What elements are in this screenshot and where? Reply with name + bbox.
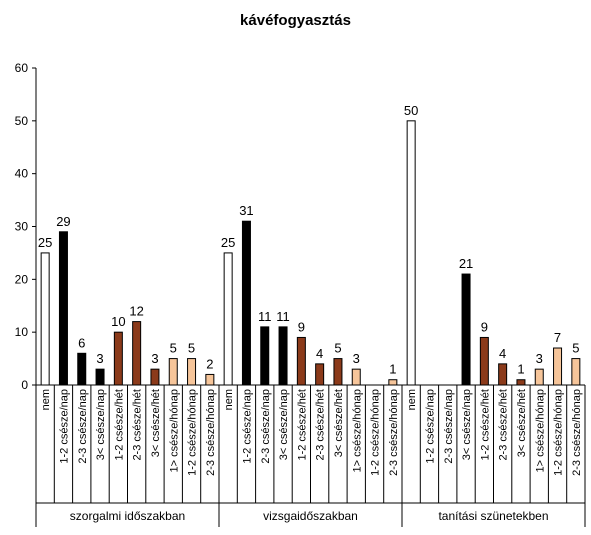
bar-value-label: 5 [334, 341, 341, 356]
bar-value-label: 1 [517, 362, 524, 377]
bar [278, 326, 288, 386]
bar [113, 331, 123, 386]
category-label: 1-2 csésze/hét [479, 389, 491, 461]
bar [150, 368, 160, 386]
category-label: 2-3 csésze/hónap [388, 389, 400, 476]
bar [95, 368, 105, 386]
category-label: 2-3 csésze/hónap [205, 389, 217, 476]
bar [205, 373, 215, 386]
y-tick-label: 0 [21, 378, 28, 392]
bar-value-label: 7 [554, 330, 561, 345]
category-label: 2-3 csésze/hét [132, 389, 144, 461]
bar [553, 347, 563, 386]
bar [351, 368, 361, 386]
bar [223, 252, 233, 386]
bar [132, 321, 142, 386]
category-label: 1-2 csésze/nap [424, 389, 436, 464]
bar-value-label: 2 [206, 356, 213, 371]
bar-value-label: 12 [129, 304, 143, 319]
category-label: 2-3 csésze/hónap [571, 389, 583, 476]
bar-value-label: 25 [38, 235, 52, 250]
category-label: 3< csésze/hét [150, 389, 162, 457]
bar-value-label: 9 [481, 319, 488, 334]
bar [534, 368, 544, 386]
bar-value-label: 50 [404, 103, 418, 118]
group-label: tanítási szünetekben [438, 509, 548, 523]
category-label: 1-2 csésze/hét [113, 389, 125, 461]
category-label: 2-3 csésze/hét [498, 389, 510, 461]
bar [479, 336, 489, 386]
category-label: 1> csésze/hónap [168, 389, 180, 472]
bar-value-label: 11 [276, 309, 290, 324]
group-label: vizsgaidőszakban [263, 509, 358, 523]
bar [406, 120, 416, 386]
group-label: szorgalmi időszakban [70, 509, 185, 523]
bar [260, 326, 270, 386]
bar [77, 352, 87, 386]
bar-value-label: 4 [316, 346, 323, 361]
category-label: 1> csésze/hónap [351, 389, 363, 472]
bar-value-label: 5 [188, 341, 195, 356]
bar [516, 379, 526, 386]
bar-value-label: 1 [389, 362, 396, 377]
bar-value-label: 6 [78, 335, 85, 350]
y-tick-label: 10 [15, 325, 29, 339]
category-label: 1> csésze/hónap [534, 389, 546, 472]
bar-value-label: 3 [353, 351, 360, 366]
bar-value-label: 9 [298, 319, 305, 334]
bar-value-label: 21 [459, 256, 473, 271]
bar [571, 358, 581, 386]
bar [296, 336, 306, 386]
category-label: 1-2 csésze/hónap [370, 389, 382, 476]
category-label: 3< csésze/nap [95, 389, 107, 460]
y-tick-label: 60 [15, 61, 29, 75]
bar-value-label: 25 [221, 235, 235, 250]
bar-value-label: 5 [572, 341, 579, 356]
bar [168, 358, 178, 386]
bar-value-label: 3 [536, 351, 543, 366]
category-label: 1-2 csésze/hét [296, 389, 308, 461]
y-tick-label: 20 [15, 272, 29, 286]
category-label: 1-2 csésze/hónap [553, 389, 565, 476]
category-label: 2-3 csésze/nap [260, 389, 272, 464]
category-label: nem [40, 389, 52, 410]
bar [187, 358, 197, 386]
category-label: 3< csésze/hét [516, 389, 528, 457]
bar-value-label: 29 [56, 214, 70, 229]
category-label: nem [223, 389, 235, 410]
category-label: 2-3 csésze/nap [77, 389, 89, 464]
bar [315, 363, 325, 386]
bar-value-label: 3 [96, 351, 103, 366]
category-label: 1-2 csésze/nap [241, 389, 253, 464]
bar [498, 363, 508, 386]
bar-value-label: 31 [239, 203, 253, 218]
bar [333, 358, 343, 386]
category-label: 3< csésze/hét [333, 389, 345, 457]
category-label: 3< csésze/nap [278, 389, 290, 460]
bar-value-label: 10 [111, 314, 125, 329]
category-label: 3< csésze/nap [461, 389, 473, 460]
y-tick-label: 30 [15, 220, 29, 234]
category-label: nem [406, 389, 418, 410]
bar-value-label: 4 [499, 346, 506, 361]
bar [241, 220, 251, 386]
y-tick-label: 50 [15, 114, 29, 128]
bar-value-label: 3 [151, 351, 158, 366]
bar [58, 231, 68, 386]
chart-title: kávéfogyasztás [240, 12, 351, 29]
y-tick-label: 40 [15, 167, 29, 181]
bar [461, 273, 471, 386]
bar-value-label: 11 [258, 309, 272, 324]
bar [40, 252, 50, 386]
category-label: 2-3 csésze/nap [443, 389, 455, 464]
bar [388, 379, 398, 386]
category-label: 1-2 csésze/hónap [187, 389, 199, 476]
category-label: 2-3 csésze/hét [315, 389, 327, 461]
bar-value-label: 5 [170, 341, 177, 356]
category-label: 1-2 csésze/nap [58, 389, 70, 464]
